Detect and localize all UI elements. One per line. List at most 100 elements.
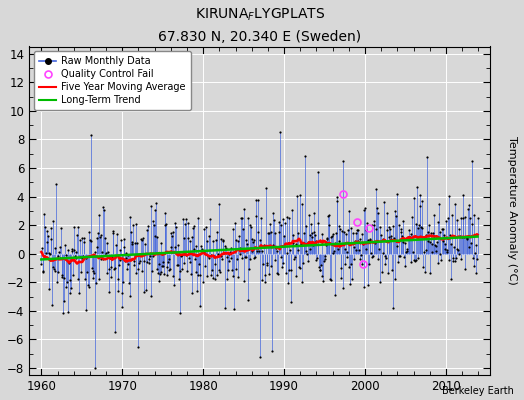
Point <box>112 242 121 248</box>
Point <box>357 230 366 237</box>
Point <box>405 227 413 233</box>
Point <box>285 215 293 221</box>
Point <box>331 292 339 298</box>
Point <box>76 237 84 243</box>
Point <box>370 222 379 228</box>
Point <box>178 266 186 272</box>
Point <box>132 221 140 228</box>
Point <box>274 270 282 277</box>
Point <box>442 247 451 253</box>
Point <box>428 249 436 256</box>
Point <box>89 274 97 281</box>
Point <box>330 248 338 254</box>
Point <box>332 230 340 236</box>
Point <box>448 212 456 219</box>
Point <box>172 223 180 230</box>
Point <box>438 238 446 244</box>
Point <box>342 231 350 237</box>
Point <box>427 230 435 237</box>
Point <box>215 267 224 274</box>
Point <box>334 246 342 253</box>
Point <box>458 234 466 240</box>
Point <box>59 309 67 316</box>
Point <box>75 254 84 260</box>
Point <box>103 270 111 276</box>
Point <box>138 268 147 275</box>
Point <box>270 217 278 223</box>
Point <box>389 223 398 230</box>
Point <box>51 268 59 274</box>
Point <box>304 258 312 264</box>
Point <box>226 249 234 255</box>
Point <box>366 236 375 242</box>
Point <box>245 256 254 263</box>
Point <box>117 237 125 243</box>
Point <box>236 251 244 257</box>
Point <box>200 248 208 255</box>
Point <box>199 279 208 286</box>
Point <box>197 242 205 249</box>
Point <box>318 231 326 238</box>
Point <box>300 240 309 246</box>
Point <box>64 309 72 315</box>
Point <box>443 248 452 255</box>
Point <box>244 215 252 222</box>
Point <box>409 257 418 264</box>
Point <box>165 256 173 262</box>
Point <box>352 230 361 236</box>
Point <box>234 274 243 280</box>
Point <box>287 267 296 273</box>
Point <box>193 272 202 278</box>
Point <box>86 238 95 244</box>
Point <box>432 242 441 249</box>
Point <box>442 218 450 224</box>
Point <box>275 218 283 225</box>
Point <box>256 354 264 360</box>
Point <box>340 229 348 235</box>
Point <box>309 242 317 249</box>
Point <box>456 233 464 239</box>
Point <box>286 247 294 253</box>
Point <box>157 269 165 276</box>
Point <box>258 248 267 254</box>
Point <box>139 258 148 264</box>
Point <box>192 243 200 250</box>
Point <box>355 246 363 253</box>
Point <box>391 276 399 283</box>
Title: KIRUNA$_F$LYGPLATS
67.830 N, 20.340 E (Sweden): KIRUNA$_F$LYGPLATS 67.830 N, 20.340 E (S… <box>158 7 362 44</box>
Point <box>383 210 391 217</box>
Point <box>143 227 151 233</box>
Point <box>414 222 423 228</box>
Point <box>257 215 265 221</box>
Point <box>243 241 251 248</box>
Point <box>436 251 445 257</box>
Point <box>195 303 204 310</box>
Point <box>169 273 178 279</box>
Point <box>293 230 302 236</box>
Point <box>375 246 384 252</box>
Point <box>209 275 217 281</box>
Point <box>431 242 439 248</box>
Point <box>351 247 359 254</box>
Point <box>440 232 448 238</box>
Point <box>273 248 281 254</box>
Point <box>211 276 220 282</box>
Point <box>372 226 380 232</box>
Point <box>183 268 191 274</box>
Point <box>446 231 454 238</box>
Point <box>203 238 211 244</box>
Point <box>193 288 201 294</box>
Point <box>188 290 196 296</box>
Point <box>131 240 139 246</box>
Point <box>126 214 135 220</box>
Point <box>59 298 68 304</box>
Point <box>314 220 323 226</box>
Point <box>209 238 217 244</box>
Point <box>108 228 117 234</box>
Point <box>85 229 93 236</box>
Point <box>108 253 116 260</box>
Point <box>246 221 255 228</box>
Point <box>292 273 300 279</box>
Point <box>425 222 433 228</box>
Point <box>171 244 180 250</box>
